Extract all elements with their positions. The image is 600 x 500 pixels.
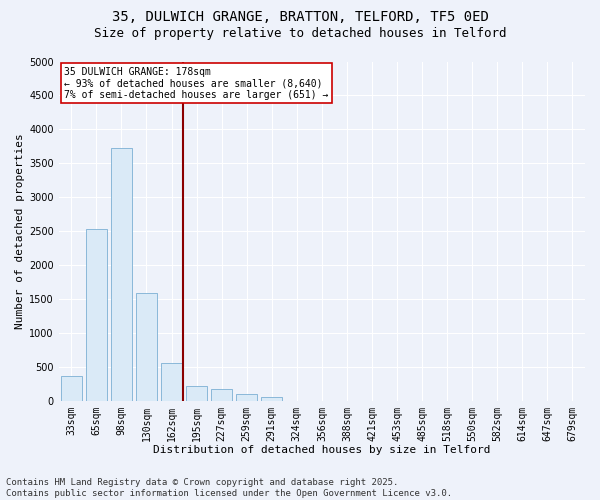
Bar bbox=[211, 389, 232, 400]
Bar bbox=[86, 229, 107, 400]
Text: 35 DULWICH GRANGE: 178sqm
← 93% of detached houses are smaller (8,640)
7% of sem: 35 DULWICH GRANGE: 178sqm ← 93% of detac… bbox=[64, 66, 328, 100]
Text: 35, DULWICH GRANGE, BRATTON, TELFORD, TF5 0ED: 35, DULWICH GRANGE, BRATTON, TELFORD, TF… bbox=[112, 10, 488, 24]
Y-axis label: Number of detached properties: Number of detached properties bbox=[15, 133, 25, 329]
Bar bbox=[61, 376, 82, 400]
Bar bbox=[161, 362, 182, 401]
Text: Contains HM Land Registry data © Crown copyright and database right 2025.
Contai: Contains HM Land Registry data © Crown c… bbox=[6, 478, 452, 498]
Text: Size of property relative to detached houses in Telford: Size of property relative to detached ho… bbox=[94, 28, 506, 40]
Bar bbox=[236, 394, 257, 400]
Bar bbox=[111, 148, 132, 400]
Bar bbox=[136, 293, 157, 401]
Bar bbox=[186, 386, 207, 400]
X-axis label: Distribution of detached houses by size in Telford: Distribution of detached houses by size … bbox=[153, 445, 491, 455]
Bar bbox=[261, 397, 283, 400]
